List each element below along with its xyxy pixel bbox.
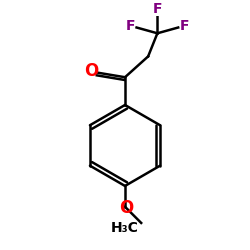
- Text: F: F: [153, 2, 162, 16]
- Text: H₃C: H₃C: [111, 220, 139, 234]
- Text: F: F: [180, 19, 190, 33]
- Text: F: F: [125, 19, 135, 33]
- Text: O: O: [84, 62, 98, 80]
- Text: O: O: [119, 199, 133, 217]
